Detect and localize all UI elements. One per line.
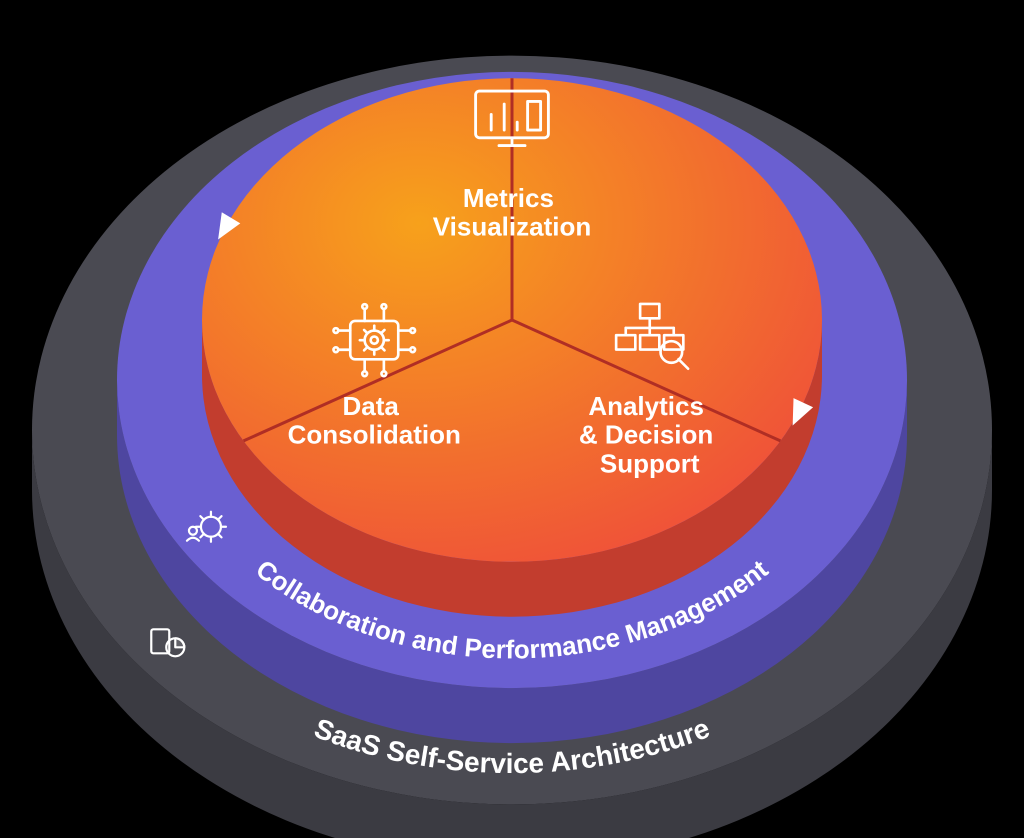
segment-label-analytics: Analytics & Decision Support [579, 391, 721, 478]
inner-layer: Metrics Visualization Analytics & Decisi… [202, 78, 822, 617]
layered-platform-diagram: SaaS Self-Service Architecture Collabora… [0, 0, 1024, 838]
